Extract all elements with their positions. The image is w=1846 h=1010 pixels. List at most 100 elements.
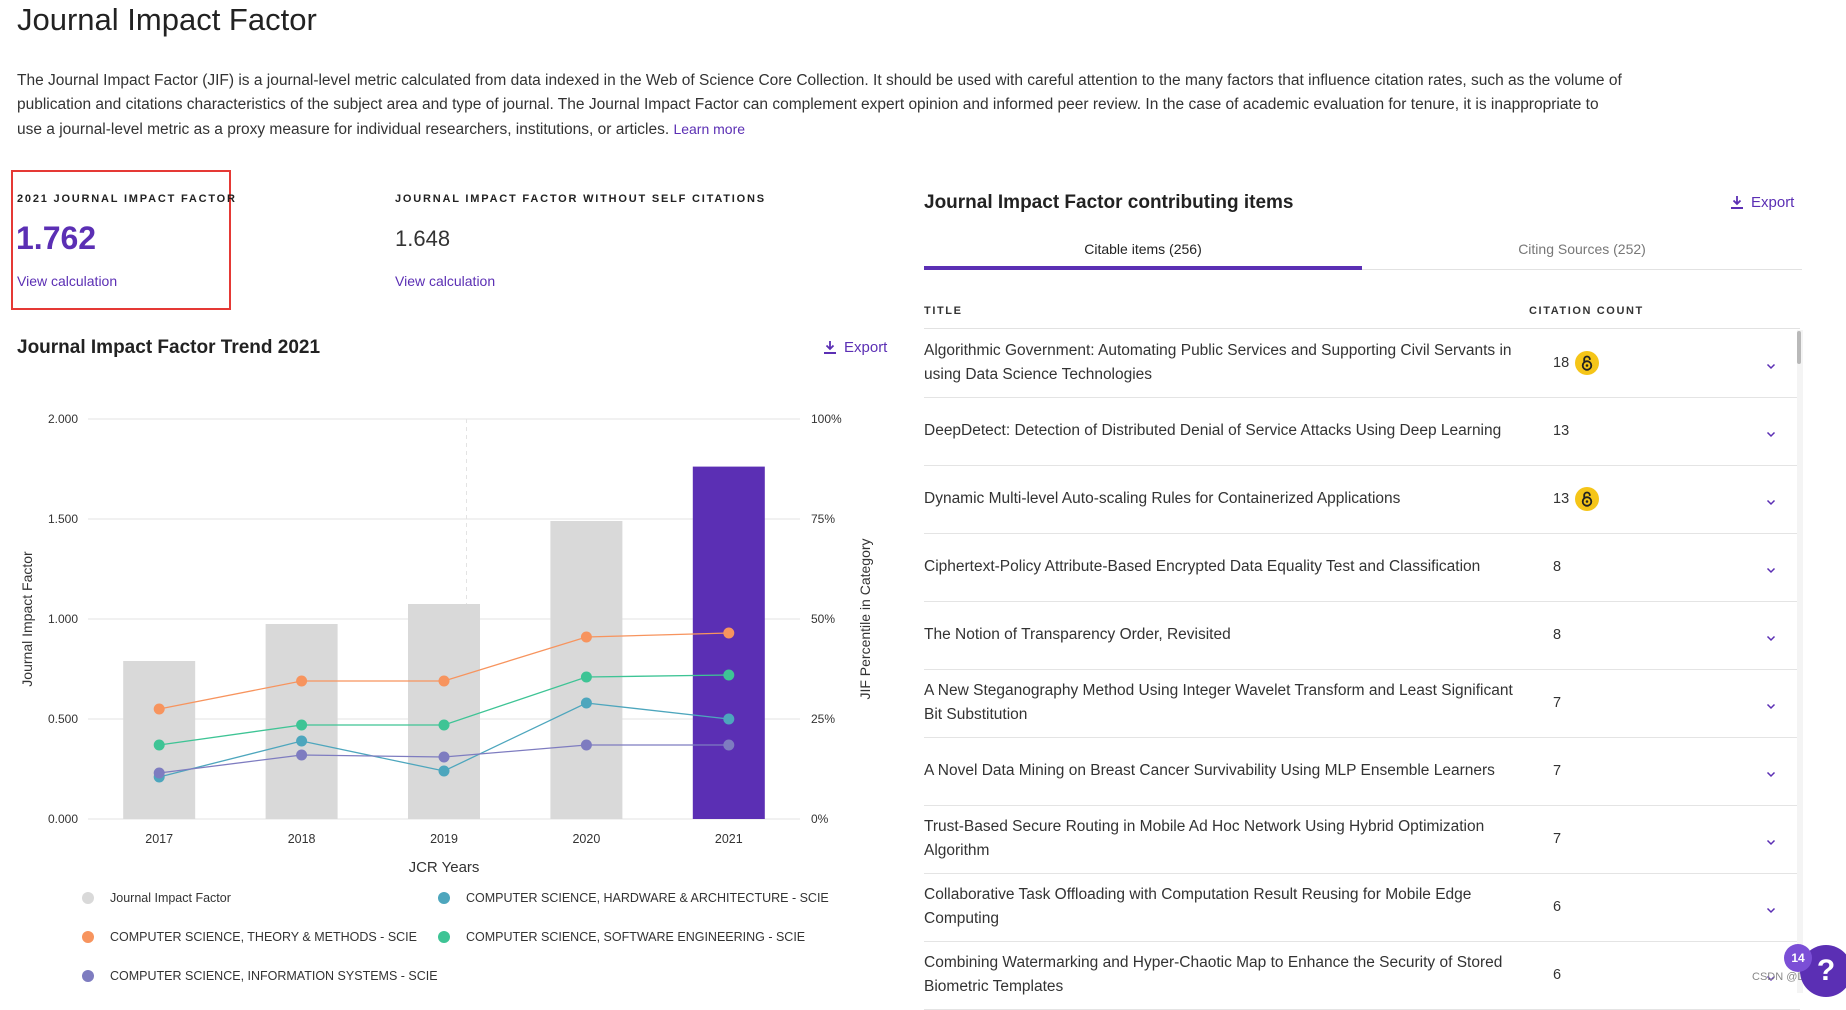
learn-more-link[interactable]: Learn more xyxy=(673,121,746,137)
contributing-item-row[interactable]: The Notion of Transparency Order, Revisi… xyxy=(924,601,1800,670)
item-citation-count: 7 xyxy=(1553,763,1561,779)
item-title[interactable]: Dynamic Multi-level Auto-scaling Rules f… xyxy=(924,490,1401,507)
citation-count-value: 13 xyxy=(1553,491,1570,507)
citation-count-value: 8 xyxy=(1553,627,1562,643)
item-title[interactable]: Combining Watermarking and Hyper-Chaotic… xyxy=(924,954,1503,995)
jif-view-calculation-link[interactable]: View calculation xyxy=(17,273,118,289)
y2-tick-label: 50% xyxy=(811,612,835,626)
download-icon xyxy=(824,341,836,354)
contributing-item-row[interactable]: DeepDetect: Detection of Distributed Den… xyxy=(924,397,1800,466)
legend-dot xyxy=(82,970,94,982)
item-title[interactable]: A New Steganography Method Using Integer… xyxy=(924,682,1513,723)
chevron-down-icon[interactable] xyxy=(1766,766,1776,778)
series-point[interactable] xyxy=(438,719,450,731)
y2-tick-label: 75% xyxy=(811,512,835,526)
series-point[interactable] xyxy=(153,767,165,779)
legend-item-hardware[interactable]: COMPUTER SCIENCE, HARDWARE & ARCHITECTUR… xyxy=(438,891,829,905)
download-icon xyxy=(1731,196,1743,209)
chevron-down-icon[interactable] xyxy=(1766,834,1776,846)
jif-trend-chart: 0.000 0.500 1.000 1.500 2.000 0% 25% 50% 75% 100… xyxy=(19,412,873,876)
citation-count-value: 18 xyxy=(1553,355,1570,371)
chevron-down-icon[interactable] xyxy=(1766,426,1776,438)
legend-item-software[interactable]: COMPUTER SCIENCE, SOFTWARE ENGINEERING -… xyxy=(438,930,805,944)
jif-no-self-value: 1.648 xyxy=(395,226,451,251)
legend-dot xyxy=(82,931,94,943)
chevron-down-icon[interactable] xyxy=(1766,902,1776,914)
series-point[interactable] xyxy=(296,719,308,731)
legend-label: COMPUTER SCIENCE, SOFTWARE ENGINEERING -… xyxy=(466,930,806,944)
item-citation-count: 13 xyxy=(1553,487,1600,511)
legend-item-information[interactable]: COMPUTER SCIENCE, INFORMATION SYSTEMS - … xyxy=(82,969,438,983)
tab-citable-items[interactable]: Citable items (256) xyxy=(1084,241,1202,257)
contributing-item-row[interactable]: Collaborative Task Offloading with Compu… xyxy=(924,873,1800,942)
column-header-title: TITLE xyxy=(924,305,963,317)
legend-label: Journal Impact Factor xyxy=(110,891,231,905)
series-point[interactable] xyxy=(438,751,450,763)
citation-count-value: 6 xyxy=(1553,899,1562,915)
y-axis-title: Journal Impact Factor xyxy=(19,551,35,687)
series-point[interactable] xyxy=(580,631,592,643)
item-title[interactable]: A Novel Data Mining on Breast Cancer Sur… xyxy=(924,762,1495,779)
scrollbar-thumb[interactable] xyxy=(1797,331,1801,364)
item-title[interactable]: Ciphertext-Policy Attribute-Based Encryp… xyxy=(924,558,1481,575)
chevron-down-icon[interactable] xyxy=(1766,698,1776,710)
jif-no-self-view-calculation-link[interactable]: View calculation xyxy=(395,273,496,289)
series-point[interactable] xyxy=(580,739,592,751)
contributing-item-row[interactable]: Trust-Based Secure Routing in Mobile Ad … xyxy=(924,805,1800,874)
series-point[interactable] xyxy=(153,739,165,751)
column-header-citation-count: CITATION COUNT xyxy=(1529,305,1644,317)
legend-dot xyxy=(438,892,450,904)
chevron-down-icon[interactable] xyxy=(1766,562,1776,574)
bar-2019[interactable] xyxy=(408,604,480,819)
series-point[interactable] xyxy=(296,735,308,747)
contributing-item-row[interactable]: Dynamic Multi-level Auto-scaling Rules f… xyxy=(924,465,1800,534)
series-point[interactable] xyxy=(580,697,592,709)
item-title[interactable]: DeepDetect: Detection of Distributed Den… xyxy=(924,422,1502,439)
legend-item-theory[interactable]: COMPUTER SCIENCE, THEORY & METHODS - SCI… xyxy=(82,930,417,944)
series-point[interactable] xyxy=(296,675,308,687)
contributing-item-row[interactable]: Combining Watermarking and Hyper-Chaotic… xyxy=(924,941,1800,1010)
contributing-item-row[interactable]: Ciphertext-Policy Attribute-Based Encryp… xyxy=(924,533,1800,602)
series-point[interactable] xyxy=(723,739,735,751)
legend-item-jif[interactable]: Journal Impact Factor xyxy=(82,891,231,905)
series-point[interactable] xyxy=(296,749,308,761)
active-tab-indicator xyxy=(924,266,1362,270)
series-point[interactable] xyxy=(438,765,450,777)
item-title[interactable]: Algorithmic Government: Automating Publi… xyxy=(924,342,1512,383)
y2-tick-label: 25% xyxy=(811,712,835,726)
citation-count-value: 13 xyxy=(1553,423,1570,439)
open-access-icon xyxy=(1575,487,1600,511)
trend-export-button[interactable]: Export xyxy=(824,339,887,356)
contributing-item-row[interactable]: Algorithmic Government: Automating Publi… xyxy=(924,329,1800,398)
item-citation-count: 8 xyxy=(1553,559,1561,575)
page-title: Journal Impact Factor xyxy=(17,2,317,37)
y2-tick-label: 100% xyxy=(811,412,842,426)
tab-citing-sources[interactable]: Citing Sources (252) xyxy=(1518,241,1646,257)
contributing-item-row[interactable]: A New Steganography Method Using Integer… xyxy=(924,669,1800,738)
chevron-down-icon[interactable] xyxy=(1766,970,1776,982)
y2-tick-label: 0% xyxy=(811,812,829,826)
chevron-down-icon[interactable] xyxy=(1766,494,1776,506)
tabs-divider xyxy=(924,269,1802,270)
item-title[interactable]: Trust-Based Secure Routing in Mobile Ad … xyxy=(924,818,1485,859)
contrib-export-button[interactable]: Export xyxy=(1731,194,1794,211)
series-point[interactable] xyxy=(723,713,735,725)
bar-2021[interactable] xyxy=(692,466,765,819)
scrollbar-track[interactable] xyxy=(1797,330,1803,993)
jif-no-self-label: JOURNAL IMPACT FACTOR WITHOUT SELF CITAT… xyxy=(395,193,766,205)
contributing-item-row[interactable]: A Novel Data Mining on Breast Cancer Sur… xyxy=(924,737,1800,806)
series-point[interactable] xyxy=(723,627,735,639)
citation-count-value: 7 xyxy=(1553,763,1562,779)
notification-count-badge: 14 xyxy=(1784,944,1812,972)
item-title[interactable]: The Notion of Transparency Order, Revisi… xyxy=(924,626,1231,643)
series-point[interactable] xyxy=(723,669,735,681)
item-title[interactable]: Collaborative Task Offloading with Compu… xyxy=(924,886,1472,927)
chevron-down-icon[interactable] xyxy=(1766,358,1776,370)
bar-2020[interactable] xyxy=(550,521,623,819)
item-citation-count: 18 xyxy=(1553,351,1600,375)
series-point[interactable] xyxy=(153,703,165,715)
x-axis-title: JCR Years xyxy=(409,859,480,876)
chevron-down-icon[interactable] xyxy=(1766,630,1776,642)
series-point[interactable] xyxy=(438,675,450,687)
series-point[interactable] xyxy=(580,671,592,683)
